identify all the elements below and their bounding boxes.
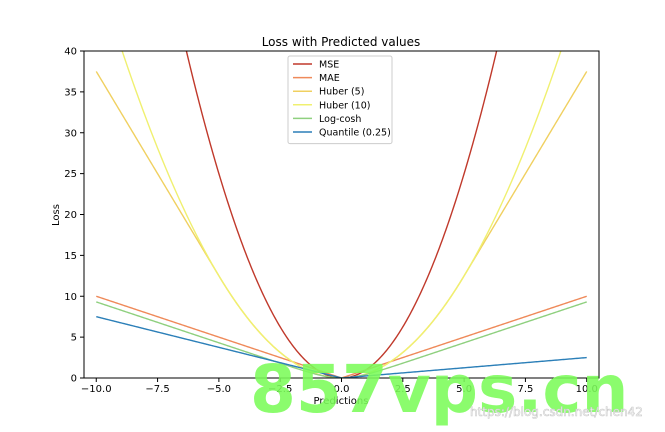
y-tick-label: 20 — [64, 210, 77, 221]
x-tick-label: −5.0 — [207, 384, 231, 395]
x-tick-label: 7.5 — [517, 384, 533, 395]
watermark: 857vps.cn https://blog.csdn.net/chen42 — [250, 351, 643, 428]
series-line-mae — [96, 295, 587, 378]
y-tick-label: 30 — [64, 128, 77, 139]
x-axis: −10.0 −7.5 −5.0 −2.5 0.0 2.5 5.0 7.5 10.0 — [81, 378, 598, 395]
chart-title: Loss with Predicted values — [262, 35, 421, 49]
y-tick-label: 25 — [64, 169, 77, 180]
watermark-logo: 857vps.cn — [250, 351, 629, 428]
legend-entry: Huber (5) — [319, 87, 364, 98]
y-tick-label: 0 — [71, 374, 77, 385]
watermark-url: https://blog.csdn.net/chen42 — [470, 405, 643, 419]
x-axis-label: Predictions — [314, 396, 369, 407]
y-axis-label: Loss — [51, 204, 62, 226]
x-tick-label: −7.5 — [145, 384, 169, 395]
x-tick-label: 2.5 — [395, 384, 411, 395]
legend-entry: Huber (10) — [319, 100, 370, 111]
x-tick-label: 0.0 — [334, 384, 350, 395]
y-tick-label: 10 — [64, 292, 77, 303]
series-layer — [95, 51, 588, 378]
series-line-huber-10 — [121, 51, 562, 378]
legend: MSE MAE Huber (5) Huber (10) Log-cosh Quantil… — [287, 55, 393, 145]
legend-entry: MAE — [319, 73, 340, 84]
x-tick-label: −2.5 — [268, 384, 292, 395]
x-tick-label: −10.0 — [81, 384, 112, 395]
y-tick-label: 35 — [64, 87, 77, 98]
y-tick-label: 15 — [64, 251, 77, 262]
x-tick-label: 10.0 — [576, 384, 598, 395]
x-tick-label: 5.0 — [456, 384, 472, 395]
series-line-log-cosh — [96, 301, 587, 378]
y-tick-label: 5 — [71, 333, 77, 344]
legend-entry: Quantile (0.25) — [319, 128, 391, 139]
series-line-quantile-0-25 — [96, 316, 587, 378]
y-tick-label: 40 — [64, 47, 77, 58]
legend-entry: MSE — [319, 60, 339, 71]
series-line-huber-5 — [95, 71, 588, 378]
legend-box — [287, 55, 393, 145]
legend-entry: Log-cosh — [319, 114, 361, 125]
y-axis: 0 5 10 15 20 25 30 35 40 — [64, 47, 84, 385]
